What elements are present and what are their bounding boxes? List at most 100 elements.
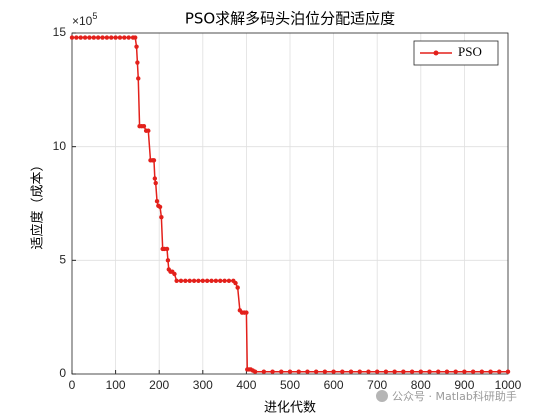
watermark-text: 公众号 · Matlab科研助手 xyxy=(392,389,517,403)
data-point xyxy=(261,369,267,374)
data-point xyxy=(82,35,88,40)
data-point xyxy=(340,369,345,374)
data-point xyxy=(366,369,371,374)
data-point xyxy=(357,369,362,374)
data-point xyxy=(134,44,139,49)
data-point xyxy=(453,369,458,374)
chart-title: PSO求解多码头泊位分配适应度 xyxy=(185,10,395,28)
watermark-icon xyxy=(376,390,388,402)
data-point xyxy=(183,278,188,283)
data-point xyxy=(157,204,163,210)
data-point xyxy=(296,369,301,374)
x-tick-label: 1000 xyxy=(495,378,522,392)
y-tick-label: 10 xyxy=(53,139,67,153)
data-point xyxy=(126,35,131,40)
data-point xyxy=(172,271,177,277)
data-point xyxy=(287,369,293,374)
y-tick-label: 0 xyxy=(59,366,66,380)
data-point xyxy=(200,278,205,283)
data-point xyxy=(91,35,97,40)
data-point xyxy=(479,369,485,374)
x-tick-label: 0 xyxy=(69,378,76,392)
legend-label: PSO xyxy=(458,44,482,59)
x-tick-label: 700 xyxy=(367,378,387,392)
data-point xyxy=(497,369,502,374)
x-tick-label: 300 xyxy=(193,378,213,392)
data-point xyxy=(313,369,319,374)
data-point xyxy=(104,35,110,40)
data-point xyxy=(78,35,83,40)
x-tick-label: 500 xyxy=(280,378,300,392)
data-point xyxy=(252,369,258,374)
data-point xyxy=(74,35,79,40)
data-point xyxy=(146,128,151,133)
data-point xyxy=(196,278,201,283)
x-tick-label: 900 xyxy=(454,378,474,392)
data-point xyxy=(331,369,336,374)
y-tick-label: 5 xyxy=(59,253,66,267)
data-point xyxy=(409,369,415,374)
data-point xyxy=(305,369,310,374)
data-point xyxy=(233,280,238,286)
y-scale-factor: ×105 xyxy=(72,11,97,28)
legend-marker xyxy=(433,50,439,56)
data-point xyxy=(392,369,397,374)
x-tick-label: 800 xyxy=(411,378,431,392)
watermark: 公众号 · Matlab科研助手 xyxy=(376,389,517,403)
data-point xyxy=(462,369,467,374)
data-point xyxy=(213,278,219,283)
data-point xyxy=(113,35,118,40)
data-point xyxy=(470,369,476,374)
data-point xyxy=(436,369,441,374)
data-point xyxy=(153,180,158,186)
data-point xyxy=(488,369,493,374)
x-tick-label: 100 xyxy=(106,378,126,392)
y-scale-base: ×10 xyxy=(72,14,93,28)
data-point xyxy=(322,369,328,374)
data-point xyxy=(154,199,160,204)
y-axis-label: 适应度（成本） xyxy=(30,158,46,249)
legend: PSO xyxy=(413,40,499,66)
x-axis-label: 进化代数 xyxy=(264,401,316,416)
data-point xyxy=(117,35,123,40)
data-point xyxy=(279,369,284,374)
data-point xyxy=(165,258,171,263)
data-point xyxy=(152,176,158,181)
data-point xyxy=(164,246,170,252)
data-point xyxy=(209,278,214,283)
data-point xyxy=(135,60,140,65)
data-point xyxy=(244,310,249,315)
data-point xyxy=(69,35,75,40)
data-point xyxy=(444,369,450,374)
x-tick-label: 600 xyxy=(324,378,344,392)
axes-box xyxy=(71,32,509,375)
data-point xyxy=(109,35,114,40)
data-point xyxy=(87,35,92,40)
data-point xyxy=(505,369,511,374)
data-point xyxy=(133,35,138,40)
data-point xyxy=(375,369,380,374)
y-scale-power: 5 xyxy=(92,11,97,21)
data-point xyxy=(95,35,101,40)
data-point xyxy=(383,369,389,374)
data-point xyxy=(187,278,192,283)
data-point xyxy=(151,158,157,163)
data-point xyxy=(270,369,275,374)
data-point xyxy=(222,278,227,283)
data-point xyxy=(141,124,147,129)
data-point xyxy=(159,214,164,220)
data-point xyxy=(122,35,127,40)
data-point xyxy=(418,369,423,374)
x-tick-label: 400 xyxy=(236,378,256,392)
data-point xyxy=(136,76,141,81)
data-point xyxy=(178,278,184,283)
data-point xyxy=(427,369,432,374)
data-point xyxy=(348,369,354,374)
data-point xyxy=(204,278,210,283)
x-tick-label: 200 xyxy=(149,378,169,392)
data-point xyxy=(191,278,197,283)
data-point xyxy=(401,369,406,374)
data-point xyxy=(100,35,105,40)
data-point xyxy=(226,278,232,283)
